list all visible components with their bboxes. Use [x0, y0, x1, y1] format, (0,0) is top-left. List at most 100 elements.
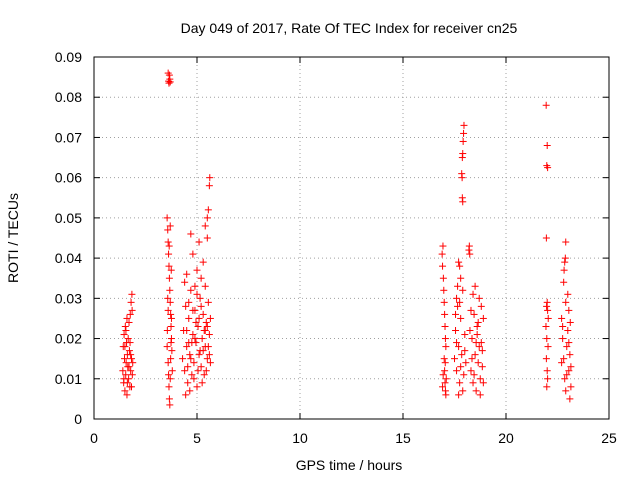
data-point: [542, 101, 550, 109]
data-point: [566, 395, 574, 403]
x-tick-label: 5: [193, 430, 201, 446]
data-point: [186, 351, 194, 359]
data-point: [203, 355, 211, 363]
y-tick-label: 0: [74, 411, 82, 427]
data-point: [469, 290, 477, 298]
data-point: [203, 214, 211, 222]
data-point: [478, 363, 486, 371]
data-point: [166, 222, 174, 230]
data-point: [206, 314, 214, 322]
data-point: [543, 367, 551, 375]
data-point: [543, 298, 551, 306]
data-point: [459, 137, 467, 145]
data-point: [165, 79, 173, 87]
data-point: [129, 359, 137, 367]
data-point: [164, 306, 172, 314]
x-tick-label: 20: [498, 430, 514, 446]
data-point: [457, 363, 465, 371]
data-point: [561, 375, 569, 383]
data-point: [543, 141, 551, 149]
data-point: [458, 174, 466, 182]
data-point: [204, 343, 212, 351]
y-tick-label: 0.02: [55, 331, 82, 347]
data-point: [125, 318, 133, 326]
data-point: [206, 174, 214, 182]
data-point: [479, 379, 487, 387]
data-point: [125, 347, 133, 355]
data-point: [476, 375, 484, 383]
data-point: [470, 371, 478, 379]
data-point: [558, 359, 566, 367]
data-point: [560, 278, 568, 286]
data-point: [472, 387, 480, 395]
data-point: [168, 347, 176, 355]
x-tick-label: 10: [292, 430, 308, 446]
data-point: [563, 343, 571, 351]
data-point: [167, 322, 175, 330]
data-point: [460, 121, 468, 129]
data-point: [197, 302, 205, 310]
data-point: [121, 343, 129, 351]
data-point: [128, 290, 136, 298]
data-point: [455, 391, 463, 399]
data-point: [121, 387, 129, 395]
data-point: [562, 387, 570, 395]
y-tick-label: 0.03: [55, 290, 82, 306]
data-point: [190, 359, 198, 367]
data-point: [205, 331, 213, 339]
data-point: [458, 351, 466, 359]
data-point: [472, 339, 480, 347]
data-point: [125, 363, 133, 371]
data-point: [128, 371, 136, 379]
data-point: [201, 327, 209, 335]
data-point: [189, 306, 197, 314]
data-point: [126, 310, 134, 318]
data-point: [466, 250, 474, 258]
data-point: [457, 314, 465, 322]
data-point: [566, 318, 574, 326]
data-point: [127, 383, 135, 391]
data-point: [201, 282, 209, 290]
data-point: [561, 258, 569, 266]
data-point: [193, 266, 201, 274]
data-point: [560, 355, 568, 363]
data-point: [454, 282, 462, 290]
data-point: [128, 306, 136, 314]
data-point: [562, 298, 570, 306]
data-point: [438, 250, 446, 258]
data-point: [564, 290, 572, 298]
data-point: [544, 375, 552, 383]
data-point: [465, 242, 473, 250]
data-point: [185, 314, 193, 322]
data-point: [185, 298, 193, 306]
y-tick-label: 0.01: [55, 371, 82, 387]
data-point: [167, 314, 175, 322]
data-point: [188, 371, 196, 379]
y-tick-label: 0.08: [55, 89, 82, 105]
data-point: [567, 363, 575, 371]
data-point: [185, 339, 193, 347]
data-point: [183, 270, 191, 278]
data-point: [200, 371, 208, 379]
data-point: [195, 314, 203, 322]
data-point: [187, 230, 195, 238]
x-tick-label: 25: [601, 430, 617, 446]
y-axis-label: ROTI / TECUs: [5, 193, 21, 283]
data-point: [471, 351, 479, 359]
data-point: [204, 298, 212, 306]
data-point: [166, 298, 174, 306]
data-point: [202, 318, 210, 326]
data-point: [183, 327, 191, 335]
data-point: [199, 310, 207, 318]
data-point: [168, 367, 176, 375]
data-point: [565, 339, 573, 347]
data-point: [468, 335, 476, 343]
y-tick-label: 0.05: [55, 210, 82, 226]
data-point: [543, 302, 551, 310]
data-point: [459, 198, 467, 206]
data-point: [127, 298, 135, 306]
data-point: [451, 355, 458, 363]
data-point: [193, 383, 201, 391]
data-point: [167, 310, 175, 318]
data-point: [456, 379, 464, 387]
